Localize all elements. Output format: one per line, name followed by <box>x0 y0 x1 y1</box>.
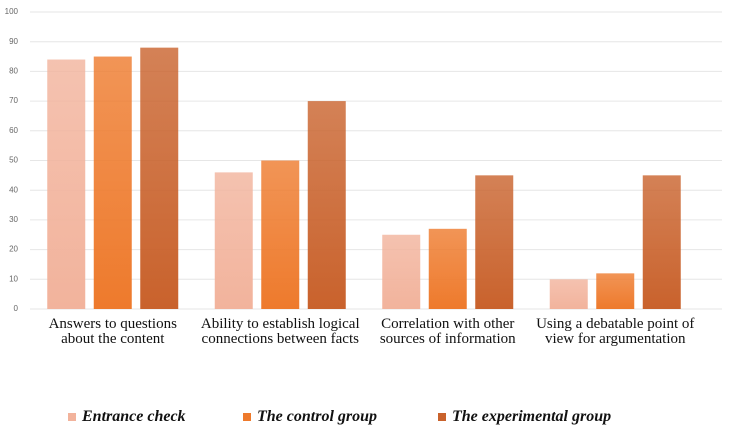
legend-swatch <box>68 413 76 421</box>
bar <box>382 234 421 309</box>
y-tick-label: 20 <box>9 245 18 254</box>
legend-item: The control group <box>243 408 377 426</box>
y-tick-label: 80 <box>9 67 18 76</box>
legend-label: Entrance check <box>82 408 186 425</box>
bar <box>428 228 467 309</box>
y-tick-label: 40 <box>9 185 18 194</box>
y-tick-label: 30 <box>9 215 18 224</box>
x-tick-label: Using a debatable point of view for argu… <box>536 316 695 347</box>
y-tick-label: 90 <box>9 37 18 46</box>
bar <box>214 172 253 309</box>
y-tick-label: 10 <box>9 274 18 283</box>
bar <box>475 175 514 309</box>
y-tick-label: 100 <box>5 7 19 16</box>
legend-item: Entrance check <box>68 408 186 426</box>
bar <box>642 175 681 309</box>
legend-swatch <box>438 413 446 421</box>
y-tick-label: 60 <box>9 126 18 135</box>
y-tick-label: 50 <box>9 156 18 165</box>
legend-swatch <box>243 413 251 421</box>
x-tick-label: Correlation with other sources of inform… <box>379 316 516 347</box>
y-tick-label: 0 <box>14 304 19 313</box>
y-tick-label: 70 <box>9 96 18 105</box>
x-tick-label: Answers to questions about the content <box>48 316 177 347</box>
legend-label: The control group <box>257 408 378 425</box>
bar <box>261 160 300 309</box>
bar <box>549 279 588 309</box>
bar <box>140 47 179 309</box>
bar <box>47 59 86 309</box>
legend-label: The experimental group <box>452 408 612 425</box>
bar <box>93 56 132 309</box>
x-tick-label: Ability to establish logical connections… <box>200 316 360 347</box>
legend-item: The experimental group <box>438 408 611 426</box>
bar <box>596 273 635 309</box>
bar <box>307 101 346 309</box>
